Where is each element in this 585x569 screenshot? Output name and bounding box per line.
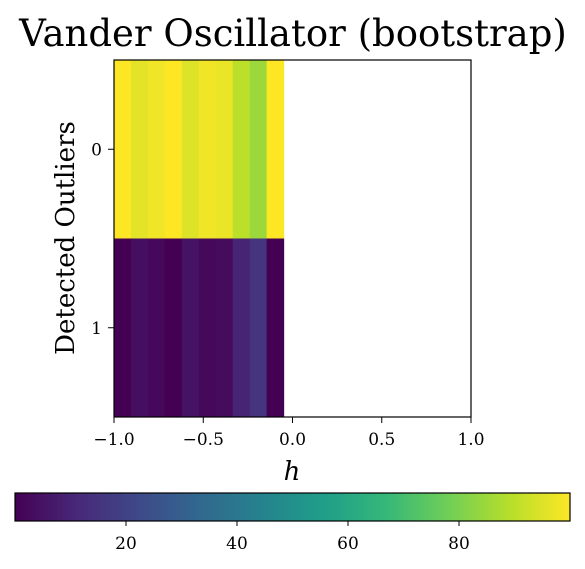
colorbar-tick-label: 20 (115, 534, 137, 554)
heatmap-cell (232, 60, 251, 239)
x-tick-label: 0.5 (368, 430, 395, 450)
heatmap-cell (266, 60, 285, 239)
heatmap (114, 60, 285, 417)
heatmap-cell (249, 60, 268, 239)
heatmap-cell (215, 238, 234, 417)
colorbar-tick-label: 80 (448, 534, 470, 554)
chart-title: Vander Oscillator (bootstrap) (18, 12, 567, 55)
heatmap-cell (266, 238, 285, 417)
heatmap-cell (215, 60, 234, 239)
heatmap-cell (114, 238, 132, 417)
x-axis: −1.0 −0.5 0.0 0.5 1.0 (93, 417, 485, 450)
heatmap-cell (198, 238, 217, 417)
heatmap-cell (232, 238, 251, 417)
y-tick-label: 1 (91, 319, 102, 339)
x-tick-label: −0.5 (183, 430, 224, 450)
heatmap-cell (164, 60, 183, 239)
x-tick-label: 1.0 (457, 430, 484, 450)
heatmap-cell (164, 238, 183, 417)
heatmap-cell (114, 60, 132, 239)
y-axis: 01 (91, 140, 114, 339)
colorbar-tick-label: 60 (337, 534, 359, 554)
heatmap-cell (181, 238, 200, 417)
heatmap-cell (198, 60, 217, 239)
x-tick-label: −1.0 (93, 430, 134, 450)
y-axis-label: Detected Outliers (51, 121, 81, 355)
heatmap-cell (147, 60, 166, 239)
colorbar (14, 492, 571, 522)
x-tick-label: 0.0 (279, 430, 306, 450)
heatmap-cell (249, 238, 268, 417)
heatmap-cell (130, 60, 149, 239)
heatmap-cell (147, 238, 166, 417)
colorbar-tick-label: 40 (226, 534, 248, 554)
y-tick-label: 0 (91, 140, 102, 160)
heatmap-cell (181, 60, 200, 239)
heatmap-cell (130, 238, 149, 417)
colorbar-axis: 20 40 60 80 (115, 521, 470, 554)
x-axis-label: h (284, 457, 301, 487)
